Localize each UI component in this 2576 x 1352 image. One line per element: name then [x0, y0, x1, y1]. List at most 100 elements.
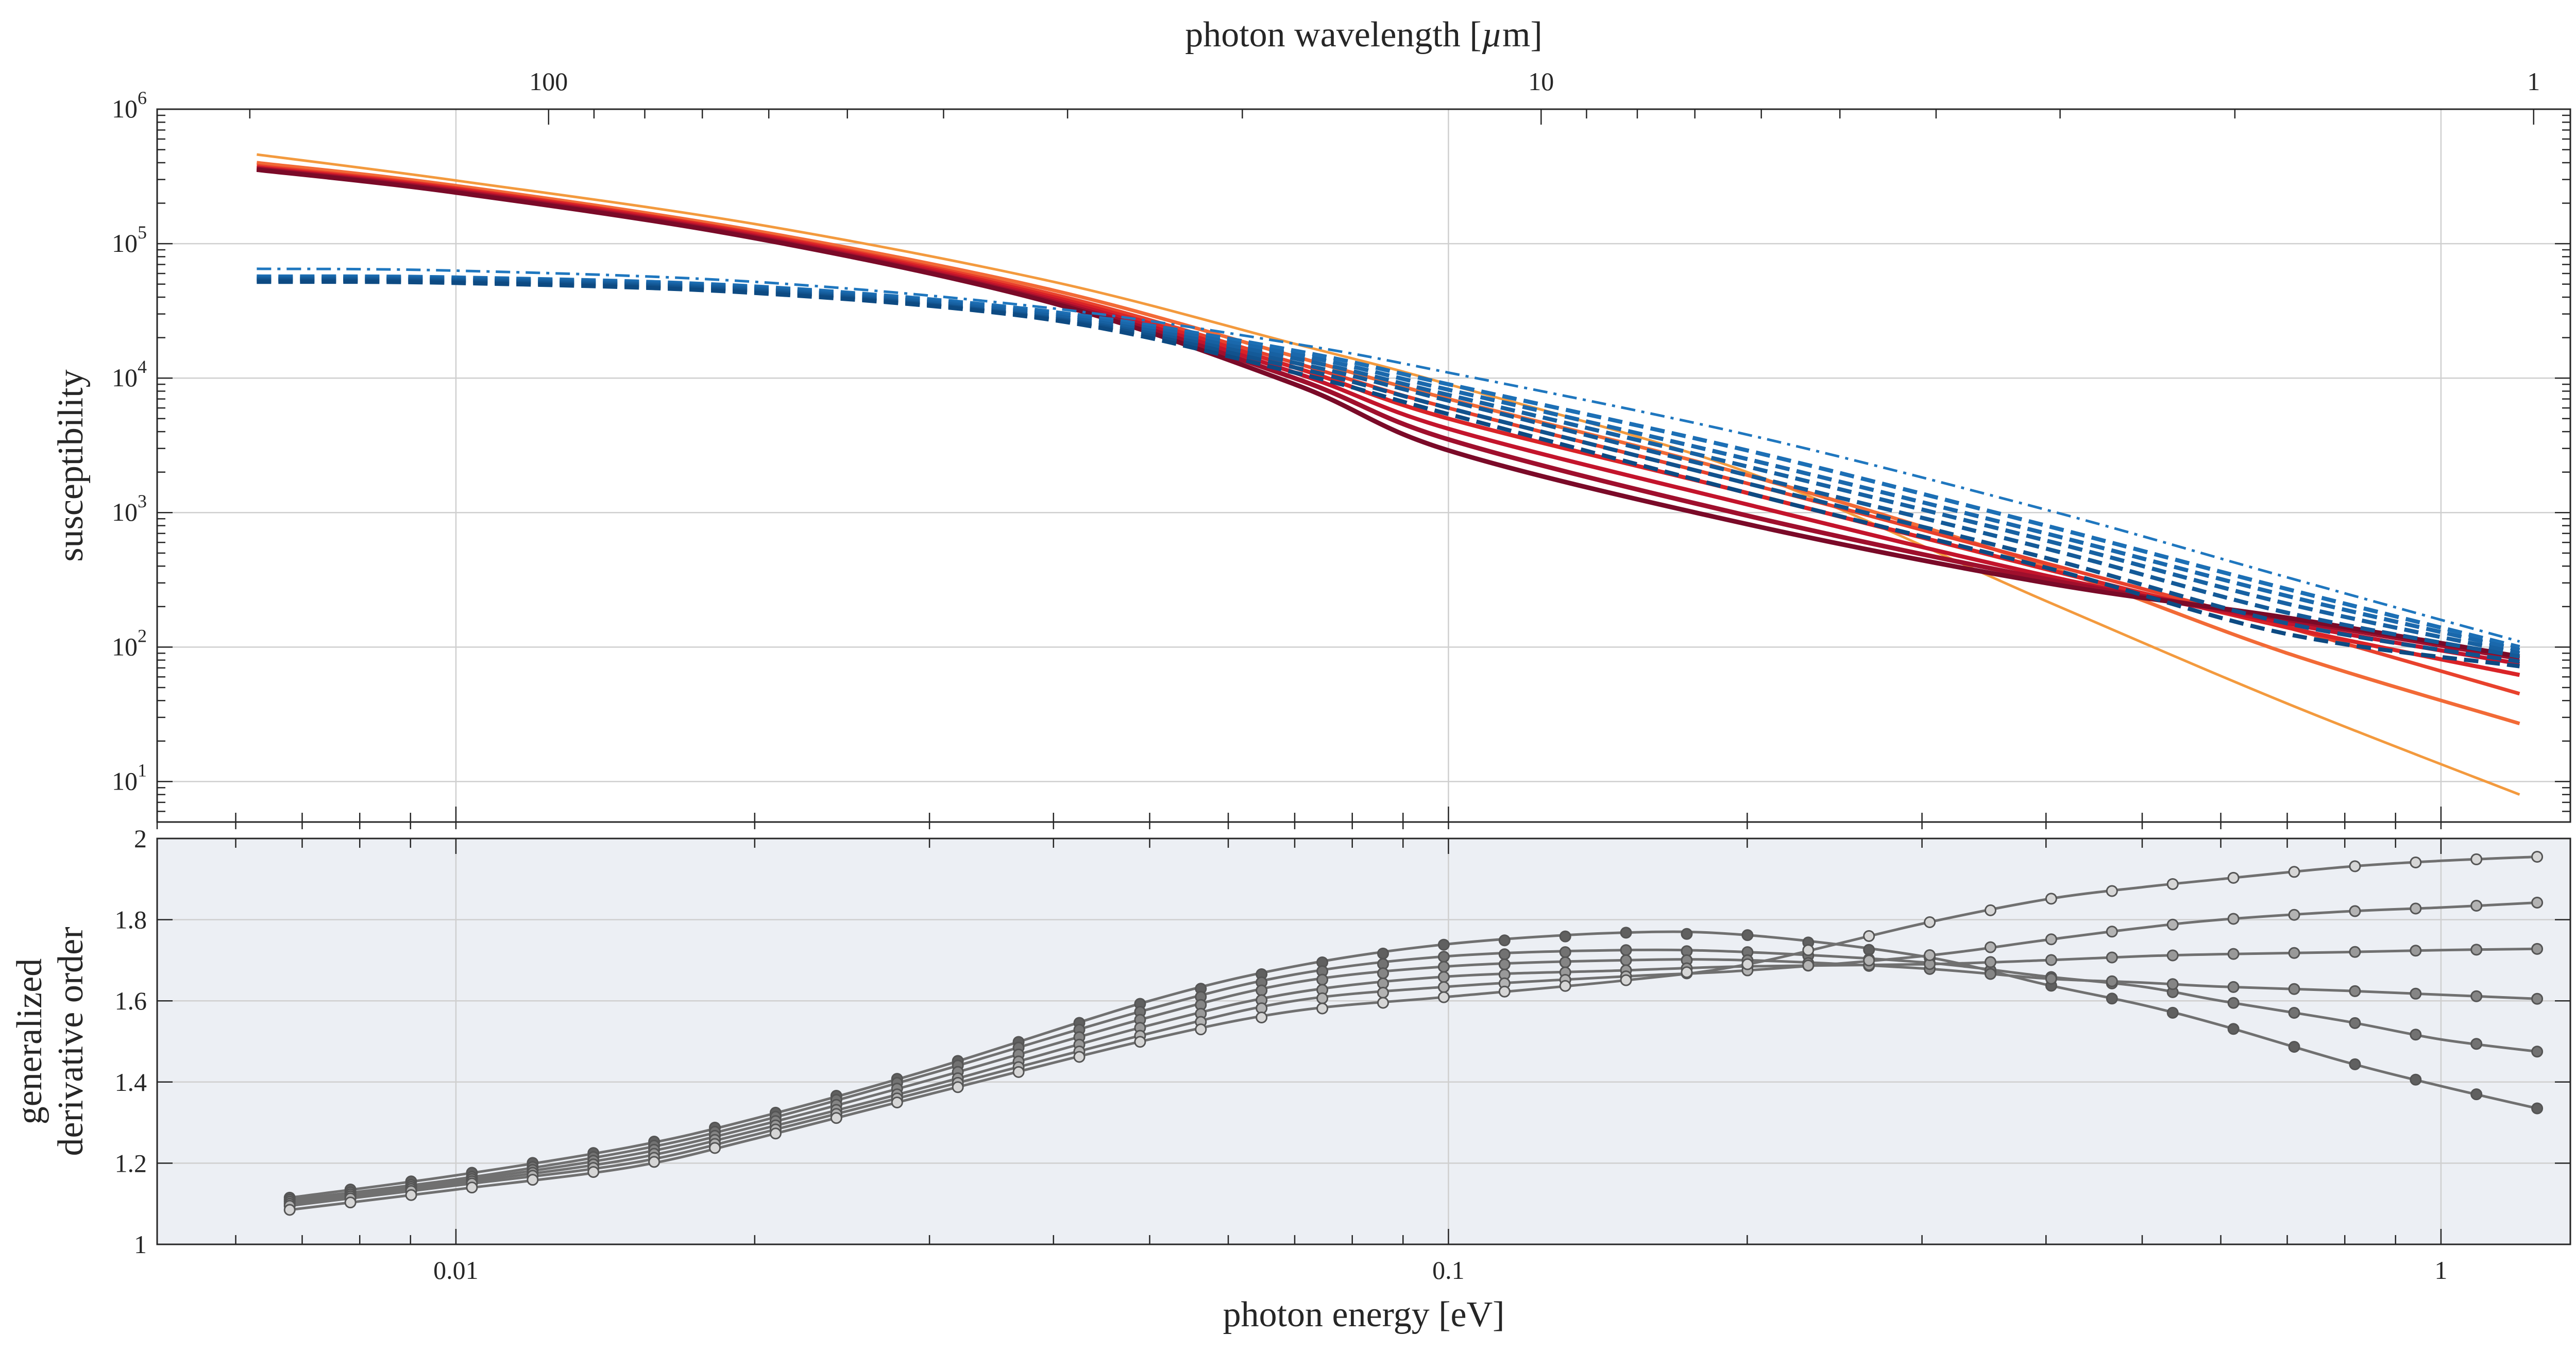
top-y-tick-label: 103: [112, 491, 147, 526]
derivative-series-6-marker: [2470, 853, 2483, 865]
top-plot-frame: [156, 108, 2571, 823]
x2label-part-2: m]: [1502, 15, 1543, 55]
derivative-series-4-marker: [2227, 948, 2240, 960]
derivative-series-3-marker: [2045, 972, 2057, 985]
top-x2-tick-labels: 100 10 1: [529, 67, 2540, 96]
bottom-series-group: [283, 850, 2544, 1216]
top-series-group: [256, 153, 2520, 796]
bottom-plot-background: [157, 838, 2570, 1244]
derivative-series-6-marker: [2531, 850, 2544, 863]
derivative-series-5-marker: [2531, 897, 2544, 909]
tick-exponent: 6: [138, 88, 147, 108]
derivative-series-5-marker: [2166, 918, 2179, 931]
susceptibility-series-9: [257, 274, 2520, 649]
derivative-series-1-marker: [2288, 1040, 2300, 1053]
tick-exponent: 3: [138, 491, 147, 511]
derivative-series-2-marker: [1559, 946, 1571, 959]
derivative-series-6-marker: [2227, 871, 2240, 884]
top-grid: [157, 109, 2570, 822]
top-y-tick-label: 104: [112, 356, 147, 392]
top-y-axis-label: susceptibility: [51, 369, 91, 561]
derivative-series-3-marker: [2531, 992, 2544, 1005]
derivative-series-5-marker: [2349, 905, 2361, 917]
derivative-series-1-marker: [1437, 938, 1450, 951]
susceptibility-series-8: [257, 267, 2520, 643]
derivative-series-1-marker: [2470, 1088, 2483, 1101]
tick-base: 10: [112, 766, 138, 795]
derivative-series-2-marker: [1620, 944, 1632, 956]
derivative-series-6-marker: [891, 1096, 903, 1108]
derivative-series-3-marker: [2288, 983, 2300, 995]
derivative-series-4-marker: [1437, 971, 1450, 983]
derivative-series-6-marker: [344, 1196, 357, 1209]
derivative-series-5-marker: [1377, 986, 1389, 999]
derivative-series-6-marker: [1741, 958, 1754, 970]
derivative-series-5-marker: [2106, 926, 2118, 938]
derivative-series-3-marker: [1984, 968, 1996, 980]
susceptibility-series-2: [257, 161, 2520, 726]
derivative-series-6-marker: [2045, 893, 2057, 905]
derivative-series-3-marker: [1620, 954, 1632, 966]
x2label-part-1: photon wavelength [: [1185, 15, 1481, 55]
derivative-series-4-marker: [1984, 956, 1996, 968]
top-y-tick-label: 101: [112, 760, 147, 795]
susceptibility-series-1: [257, 153, 2520, 796]
derivative-series-6-marker: [527, 1174, 539, 1186]
tick-exponent: 4: [138, 356, 147, 377]
derivative-series-3-marker: [1256, 984, 1268, 997]
bottom-y-tick-label: 1.2: [115, 1149, 147, 1177]
tick-exponent: 1: [138, 760, 147, 780]
derivative-series-6-marker: [1377, 997, 1389, 1009]
derivative-series-6-marker: [1012, 1066, 1025, 1078]
susceptibility-series-11: [257, 276, 2520, 656]
derivative-series-1-marker: [2531, 1102, 2544, 1115]
derivative-series-4-marker: [2045, 954, 2057, 966]
top-x2-axis-label: photon wavelength [µm]: [1185, 15, 1543, 55]
derivative-series-5-marker: [2470, 899, 2483, 912]
derivative-series-4-marker: [2166, 949, 2179, 962]
susceptibility-series-10: [257, 275, 2520, 652]
bottom-y-tick-label: 1: [134, 1230, 147, 1259]
derivative-series-3-marker: [1498, 958, 1511, 970]
derivative-series-6-marker: [2288, 866, 2300, 878]
derivative-series-6-marker: [830, 1112, 842, 1124]
derivative-series-6-marker: [1620, 974, 1632, 986]
derivative-series-1-marker: [1559, 930, 1571, 943]
bottom-y-axis-label-line-2: derivative order: [51, 927, 91, 1156]
derivative-series-3-marker: [2349, 985, 2361, 997]
derivative-series-5-marker: [1984, 941, 1996, 953]
derivative-series-5-marker: [1802, 959, 1815, 971]
bottom-plot-frame: [156, 837, 2571, 1245]
derivative-series-1-marker: [2227, 1023, 2240, 1035]
susceptibility-series-12: [257, 277, 2520, 659]
bottom-y-tick-label: 1.8: [115, 905, 147, 934]
tick-base: 10: [112, 94, 138, 123]
tick-base: 10: [112, 498, 138, 526]
derivative-series-4-marker: [2349, 946, 2361, 958]
derivative-series-6-marker: [1073, 1051, 1086, 1063]
bottom-x-tick-label: 0.01: [433, 1256, 479, 1285]
susceptibility-series-13: [257, 278, 2520, 664]
derivative-series-6-marker: [952, 1081, 964, 1093]
derivative-series-1-marker: [1741, 929, 1754, 942]
derivative-series-2-marker: [2410, 1029, 2422, 1041]
derivative-series-5-marker: [2288, 909, 2300, 921]
derivative-series-6-marker: [2166, 878, 2179, 890]
derivative-series-4-marker: [2470, 944, 2483, 956]
derivative-series-2-marker: [1498, 948, 1511, 961]
derivative-series-4-marker: [2410, 945, 2422, 957]
derivative-series-5-marker: [2045, 933, 2057, 946]
bottom-grid: [157, 838, 2570, 1244]
derivative-series-6-marker: [1984, 904, 1996, 916]
bottom-x-tick-label: 0.1: [1432, 1256, 1465, 1285]
derivative-series-3-marker: [1559, 956, 1571, 968]
tick-base: 10: [112, 363, 138, 392]
derivative-series-6-marker: [709, 1142, 721, 1154]
derivative-series-6: [289, 855, 2537, 1211]
derivative-series-6-marker: [283, 1204, 296, 1216]
derivative-series-3-marker: [2410, 987, 2422, 1000]
derivative-series-6-marker: [2349, 860, 2361, 872]
tick-base: 10: [112, 632, 138, 661]
derivative-order-panel: 0.01 0.1 1 1 1.2 1.4 1.6 1.8 2 photon energy [e…: [10, 824, 2571, 1334]
